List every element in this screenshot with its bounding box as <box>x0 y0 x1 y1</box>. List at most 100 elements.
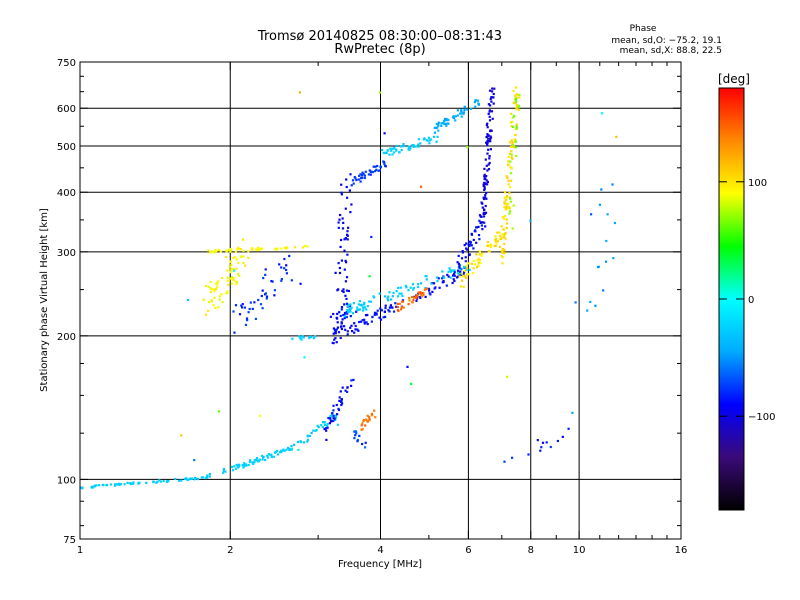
echo-point <box>481 221 484 224</box>
echo-point <box>372 165 375 168</box>
echo-point <box>156 480 159 483</box>
echo-point <box>364 170 367 173</box>
echo-point <box>237 272 240 275</box>
echo-point <box>188 477 192 480</box>
echo-point <box>299 441 303 444</box>
echo-point <box>218 295 221 298</box>
echo-point <box>509 197 512 200</box>
echo-point <box>517 108 520 112</box>
echo-point <box>384 295 387 298</box>
echo-point <box>486 240 490 244</box>
echo-point <box>243 306 246 309</box>
echo-point <box>395 144 398 147</box>
echo-point <box>215 250 218 253</box>
echo-point <box>358 174 361 177</box>
colorbar-label: [deg] <box>718 72 750 86</box>
echo-point <box>340 238 343 242</box>
echo-point <box>437 277 440 280</box>
echo-point <box>440 122 443 125</box>
echo-point <box>254 317 257 320</box>
echo-point <box>234 256 237 259</box>
echo-point <box>518 93 521 96</box>
echo-point <box>506 375 509 378</box>
echo-point <box>474 99 477 102</box>
echo-point <box>369 300 372 303</box>
echo-point <box>221 276 224 280</box>
echo-point <box>460 257 464 260</box>
echo-point <box>273 289 276 292</box>
echo-point <box>273 451 276 454</box>
echo-point <box>481 202 484 205</box>
echo-point <box>340 308 343 311</box>
echo-point <box>231 276 234 279</box>
echo-point <box>463 106 466 109</box>
echo-point <box>226 269 229 272</box>
echo-point <box>229 271 232 274</box>
echo-point <box>232 278 235 282</box>
echo-point <box>408 148 411 151</box>
echo-point <box>265 297 268 300</box>
echo-point <box>340 327 343 331</box>
echo-point <box>503 205 506 209</box>
echo-point <box>458 264 461 267</box>
echo-point <box>503 191 507 194</box>
echo-point <box>484 182 487 186</box>
echo-point <box>306 434 309 437</box>
echo-point <box>342 290 345 294</box>
echo-point <box>489 148 492 151</box>
echo-point <box>449 270 452 273</box>
echo-point <box>316 424 319 427</box>
echo-point <box>503 460 506 463</box>
echo-point <box>262 456 265 459</box>
echo-point <box>597 265 600 268</box>
echo-point <box>419 292 422 295</box>
echo-point <box>326 422 329 426</box>
echo-point <box>431 290 434 293</box>
echo-point <box>346 234 349 237</box>
echo-point <box>165 480 168 483</box>
echo-point <box>509 145 513 148</box>
echo-point <box>482 215 486 218</box>
echo-point <box>437 129 440 132</box>
echo-point <box>337 221 340 224</box>
x-tick-label: 1 <box>77 545 83 556</box>
echo-point <box>350 203 353 206</box>
echo-point <box>341 217 344 220</box>
echo-point <box>332 404 335 407</box>
echo-point <box>414 145 417 148</box>
echo-point <box>251 461 254 464</box>
echo-points <box>80 86 618 490</box>
echo-point <box>447 275 450 278</box>
echo-point <box>492 96 495 99</box>
echo-point <box>291 337 294 340</box>
echo-point <box>337 331 341 334</box>
echo-point <box>496 240 499 243</box>
echo-point <box>278 451 281 454</box>
echo-point <box>509 210 512 213</box>
echo-point <box>342 288 345 291</box>
echo-point <box>232 268 235 271</box>
echo-point <box>232 469 235 472</box>
echo-point <box>350 324 353 327</box>
echo-point <box>511 120 514 123</box>
echo-point <box>447 122 450 125</box>
echo-point <box>306 245 309 248</box>
echo-point <box>207 309 210 312</box>
echo-point <box>474 105 477 108</box>
echo-point <box>601 112 604 115</box>
echo-point <box>482 196 485 199</box>
echo-point <box>452 273 456 276</box>
echo-point <box>357 303 360 306</box>
echo-point <box>507 160 510 163</box>
echo-point <box>335 341 338 344</box>
echo-point <box>344 207 347 210</box>
echo-point <box>355 178 358 182</box>
echo-point <box>473 263 477 266</box>
echo-point <box>428 142 431 145</box>
echo-point <box>356 440 359 443</box>
echo-point <box>478 250 481 253</box>
echo-point <box>360 304 363 307</box>
echo-point <box>208 475 211 478</box>
echo-point <box>478 238 481 241</box>
echo-point <box>486 144 489 147</box>
